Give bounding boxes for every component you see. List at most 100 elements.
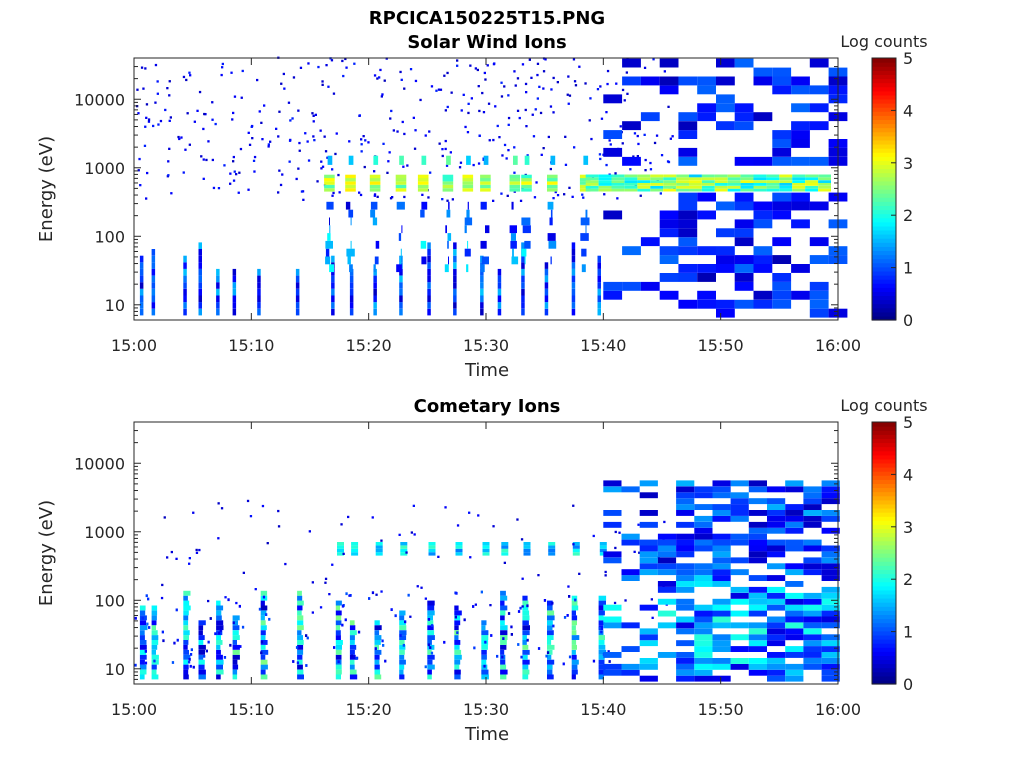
heatmap-cell xyxy=(533,196,537,199)
heatmap-cell xyxy=(198,255,202,263)
colorbar-swatch xyxy=(872,127,896,133)
heatmap-cell xyxy=(821,592,840,599)
heatmap-cell xyxy=(748,610,767,617)
colorbar-swatch xyxy=(872,565,896,570)
heatmap-cell xyxy=(556,81,559,84)
heatmap-cell xyxy=(375,593,378,596)
heatmap-cell xyxy=(767,498,786,505)
heatmap-cell xyxy=(772,156,792,166)
heatmap-cell xyxy=(374,647,377,650)
heatmap-cell xyxy=(480,275,484,283)
heatmap-cell xyxy=(639,663,658,670)
heatmap-cell xyxy=(254,588,257,591)
heatmap-cell xyxy=(373,74,377,77)
heatmap-cell xyxy=(428,130,431,133)
heatmap-cell xyxy=(341,604,345,608)
heatmap-cell xyxy=(151,615,157,621)
heatmap-cell xyxy=(357,630,361,634)
heatmap-cell xyxy=(506,194,509,197)
heatmap-cell xyxy=(622,76,641,86)
heatmap-cell xyxy=(766,185,780,189)
heatmap-cell xyxy=(216,275,220,283)
heatmap-cell xyxy=(216,288,220,296)
heatmap-cell xyxy=(676,569,695,576)
heatmap-cell xyxy=(603,616,622,623)
heatmap-cell xyxy=(536,62,540,65)
heatmap-cell xyxy=(483,71,486,75)
heatmap-cell xyxy=(198,249,202,256)
heatmap-cell xyxy=(637,523,640,526)
heatmap-cell xyxy=(143,144,147,147)
heatmap-cell xyxy=(420,209,425,218)
heatmap-cell xyxy=(373,264,376,273)
heatmap-cell xyxy=(399,669,404,675)
heatmap-cell xyxy=(220,507,224,510)
axis-ticks-cometary: 15:00 15:10 15:20 15:30 15:40 15:50 16:0010100… xyxy=(74,421,861,719)
heatmap-cell xyxy=(188,658,191,661)
heatmap-cell xyxy=(581,248,587,257)
heatmap-cell xyxy=(147,118,151,121)
heatmap-cell xyxy=(257,295,261,303)
heatmap-cell xyxy=(734,156,754,166)
heatmap-cell xyxy=(151,649,156,655)
heatmap-cell xyxy=(809,121,829,131)
heatmap-cell xyxy=(767,628,786,635)
heatmap-cell xyxy=(521,188,532,192)
heatmap-cell xyxy=(427,643,430,647)
heatmap-cell xyxy=(547,174,558,179)
heatmap-cell xyxy=(520,655,523,659)
heatmap-cell xyxy=(597,262,601,269)
heatmap-cell xyxy=(694,521,713,528)
heatmap-cell xyxy=(597,308,601,316)
heatmap-cell xyxy=(544,58,547,61)
heatmap-cell xyxy=(151,640,159,645)
heatmap-cell xyxy=(659,85,679,95)
heatmap-cell xyxy=(540,153,543,156)
heatmap-cell xyxy=(145,594,148,598)
heatmap-cell xyxy=(767,586,786,593)
heatmap-cell xyxy=(572,543,575,546)
heatmap-cell xyxy=(748,663,767,670)
heatmap-cell xyxy=(482,158,485,161)
heatmap-cell xyxy=(153,659,156,663)
heatmap-cell xyxy=(166,87,169,90)
heatmap-cell xyxy=(638,551,641,554)
heatmap-cell xyxy=(198,654,204,660)
heatmap-cell xyxy=(522,610,530,616)
heatmap-cell xyxy=(195,548,198,552)
heatmap-cell xyxy=(625,71,628,74)
heatmap-cell xyxy=(349,282,354,289)
heatmap-cell xyxy=(454,640,461,645)
heatmap-cell xyxy=(676,480,695,487)
heatmap-cell xyxy=(734,192,754,202)
heatmap-cell xyxy=(500,640,507,645)
heatmap-cell xyxy=(406,164,409,167)
heatmap-cell xyxy=(337,660,340,664)
heatmap-cell xyxy=(480,282,484,289)
heatmap-cell xyxy=(443,640,446,644)
heatmap-cell xyxy=(517,610,521,613)
heatmap-cell xyxy=(639,557,658,564)
heatmap-cell xyxy=(373,288,377,296)
heatmap-cell xyxy=(779,188,793,192)
heatmap-cell xyxy=(791,156,810,166)
heatmap-cell xyxy=(485,225,490,234)
heatmap-cell xyxy=(571,275,576,283)
y-tick-label: 100 xyxy=(94,227,125,246)
heatmap-cell xyxy=(676,598,695,605)
heatmap-cell xyxy=(676,640,695,647)
heatmap-cell xyxy=(525,91,528,94)
heatmap-cell xyxy=(480,240,487,249)
heatmap-cell xyxy=(295,268,300,276)
heatmap-cell xyxy=(349,625,356,631)
heatmap-cell xyxy=(481,91,484,95)
heatmap-cell xyxy=(712,646,731,652)
heatmap-cell xyxy=(598,626,601,630)
heatmap-cell xyxy=(335,669,342,675)
heatmap-cell xyxy=(455,542,463,546)
heatmap-cell xyxy=(373,302,377,309)
heatmap-cell xyxy=(232,669,238,675)
heatmap-cell xyxy=(568,186,571,189)
heatmap-cell xyxy=(712,533,731,540)
heatmap-cell xyxy=(803,652,822,658)
